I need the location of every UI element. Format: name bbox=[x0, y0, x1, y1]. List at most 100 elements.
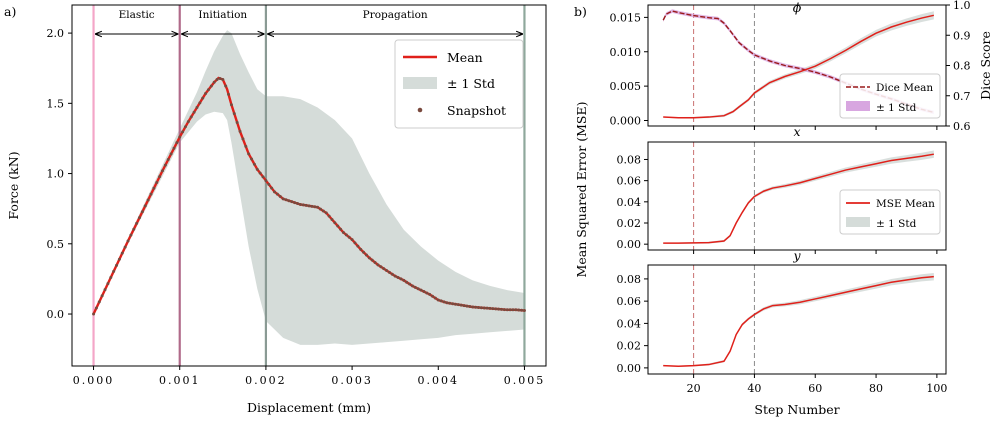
snapshot-point bbox=[183, 125, 187, 129]
snapshot-point bbox=[235, 121, 239, 125]
snapshot-point bbox=[316, 205, 320, 209]
snapshot-point bbox=[192, 110, 196, 114]
y-tick-label: 0.00 bbox=[617, 362, 642, 375]
snapshot-point bbox=[287, 199, 291, 203]
snapshot-point bbox=[267, 182, 271, 186]
y-tick-label: 0.02 bbox=[617, 217, 642, 230]
snapshot-point bbox=[425, 291, 429, 295]
x-tick-label: 60 bbox=[808, 382, 822, 395]
axes-frame bbox=[71, 4, 547, 367]
snapshot-point bbox=[278, 195, 282, 198]
subplot-2: y 0.00 0.02 0.04 0.06 0.08 20 40 60 80 100 bbox=[617, 248, 948, 395]
snapshot-point bbox=[206, 88, 210, 92]
x-tick-label: 20 bbox=[687, 382, 701, 395]
snapshot-point bbox=[385, 268, 389, 272]
snapshot-point bbox=[405, 280, 409, 284]
x-tick-label: 0.004 bbox=[418, 374, 460, 387]
snapshot-point bbox=[436, 298, 440, 302]
y-tick-label: 0.005 bbox=[610, 80, 642, 93]
snapshot-point bbox=[115, 263, 119, 267]
snapshot-point bbox=[367, 256, 371, 260]
snapshot-point bbox=[273, 190, 277, 194]
snapshot-point bbox=[298, 202, 302, 206]
snapshot-point bbox=[212, 80, 216, 84]
subplot-frame bbox=[647, 264, 947, 375]
right-y-tick-label: 0.6 bbox=[953, 120, 971, 133]
right-y-tick-label: 0.7 bbox=[953, 90, 971, 103]
snapshot-point bbox=[431, 294, 435, 298]
snapshot-point bbox=[310, 204, 314, 208]
snapshot-point bbox=[520, 308, 524, 312]
subplot-legend: MSE Mean ± 1 Std bbox=[839, 189, 941, 235]
snapshot-point bbox=[261, 175, 265, 179]
snapshot-point bbox=[123, 245, 127, 249]
legend-entry-label: ± 1 Std bbox=[876, 102, 917, 114]
snapshot-point bbox=[448, 301, 452, 305]
snapshot-point bbox=[419, 288, 423, 292]
snapshot-point bbox=[474, 305, 478, 309]
snapshot-point bbox=[439, 299, 443, 303]
snapshot-point bbox=[353, 241, 357, 245]
snapshot-point bbox=[341, 231, 345, 235]
right-y-tick-label: 1.0 bbox=[953, 0, 971, 12]
snapshot-point bbox=[178, 135, 182, 139]
snapshot-point bbox=[146, 198, 150, 202]
snapshot-point bbox=[293, 201, 297, 205]
snapshot-point bbox=[408, 282, 412, 286]
snapshot-point bbox=[428, 292, 432, 296]
stage-label-1: Initiation bbox=[198, 9, 247, 21]
snapshot-point bbox=[198, 101, 202, 105]
y-tick-label: 0.08 bbox=[617, 153, 642, 166]
x-tick-label: 0.001 bbox=[159, 374, 201, 387]
y-tick-label: 2.0 bbox=[47, 27, 65, 40]
snapshot-point bbox=[382, 267, 386, 271]
snapshot-point bbox=[169, 152, 173, 156]
snapshot-point bbox=[393, 274, 397, 278]
snapshot-point bbox=[100, 294, 104, 298]
legend-snapshot-label: Snapshot bbox=[447, 103, 506, 118]
snapshot-point bbox=[468, 305, 472, 309]
mse-std-band bbox=[663, 150, 934, 244]
snapshot-point bbox=[485, 306, 489, 310]
snapshot-point bbox=[502, 308, 506, 312]
snapshot-point bbox=[195, 106, 199, 110]
snapshot-point bbox=[247, 152, 251, 156]
snapshot-point bbox=[376, 263, 380, 267]
x-tick-label: 0.002 bbox=[245, 374, 287, 387]
snapshot-point bbox=[252, 162, 256, 166]
snapshot-point bbox=[522, 309, 526, 313]
y-tick-label: 0.04 bbox=[617, 196, 642, 209]
x-axis-label: Step Number bbox=[754, 402, 839, 417]
snapshot-point bbox=[224, 84, 228, 88]
snapshot-point bbox=[511, 308, 515, 312]
snapshot-point bbox=[514, 308, 518, 312]
snapshot-point bbox=[301, 203, 305, 207]
y-tick-label: 0.02 bbox=[617, 340, 642, 353]
snapshot-point bbox=[344, 233, 348, 237]
legend-mean-label: Mean bbox=[447, 50, 483, 65]
snapshot-point bbox=[359, 247, 363, 251]
snapshot-point bbox=[410, 284, 414, 288]
subplot-legend: Dice Mean ± 1 Std bbox=[839, 73, 941, 119]
snapshot-point bbox=[364, 253, 368, 257]
snapshot-point bbox=[281, 197, 285, 201]
x-tick-label: 0.005 bbox=[504, 374, 546, 387]
mse-mean-line bbox=[663, 275, 934, 367]
snapshot-point bbox=[491, 307, 495, 311]
legend: Mean ± 1 Std Snapshot bbox=[394, 39, 524, 129]
y-tick-label: 0.08 bbox=[617, 273, 642, 286]
panel-a-label: a) bbox=[4, 4, 16, 19]
snapshot-point bbox=[94, 306, 98, 310]
legend-mse-std-swatch bbox=[846, 217, 870, 227]
x-tick-label: 80 bbox=[869, 382, 883, 395]
snapshot-point bbox=[318, 207, 322, 211]
snapshot-point bbox=[218, 77, 222, 81]
y-tick-label: 0.5 bbox=[47, 238, 65, 251]
snapshot-point bbox=[459, 303, 463, 307]
snapshot-point bbox=[362, 250, 366, 254]
snapshot-point bbox=[416, 287, 420, 291]
y-tick-label: 0.015 bbox=[610, 11, 642, 24]
x-tick-label: 0.003 bbox=[331, 374, 373, 387]
snapshot-point bbox=[433, 296, 437, 300]
